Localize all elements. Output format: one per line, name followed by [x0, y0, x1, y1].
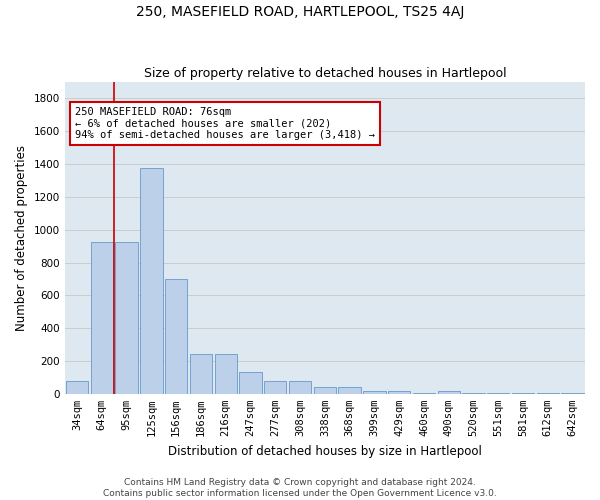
Bar [487, 393, 509, 394]
Bar [363, 390, 386, 394]
Bar [338, 387, 361, 394]
Bar [140, 168, 163, 394]
Bar [190, 354, 212, 394]
Bar [463, 393, 485, 394]
Text: 250, MASEFIELD ROAD, HARTLEPOOL, TS25 4AJ: 250, MASEFIELD ROAD, HARTLEPOOL, TS25 4A… [136, 5, 464, 19]
Bar [215, 354, 237, 394]
Bar [314, 387, 336, 394]
Bar [437, 390, 460, 394]
Text: Contains HM Land Registry data © Crown copyright and database right 2024.
Contai: Contains HM Land Registry data © Crown c… [103, 478, 497, 498]
Title: Size of property relative to detached houses in Hartlepool: Size of property relative to detached ho… [143, 66, 506, 80]
Y-axis label: Number of detached properties: Number of detached properties [15, 145, 28, 331]
Bar [165, 279, 187, 394]
Bar [289, 382, 311, 394]
Bar [66, 382, 88, 394]
Bar [413, 393, 435, 394]
Bar [91, 242, 113, 394]
Bar [388, 390, 410, 394]
Bar [264, 382, 286, 394]
Bar [239, 372, 262, 394]
X-axis label: Distribution of detached houses by size in Hartlepool: Distribution of detached houses by size … [168, 444, 482, 458]
Bar [115, 242, 138, 394]
Text: 250 MASEFIELD ROAD: 76sqm
← 6% of detached houses are smaller (202)
94% of semi-: 250 MASEFIELD ROAD: 76sqm ← 6% of detach… [75, 107, 375, 140]
